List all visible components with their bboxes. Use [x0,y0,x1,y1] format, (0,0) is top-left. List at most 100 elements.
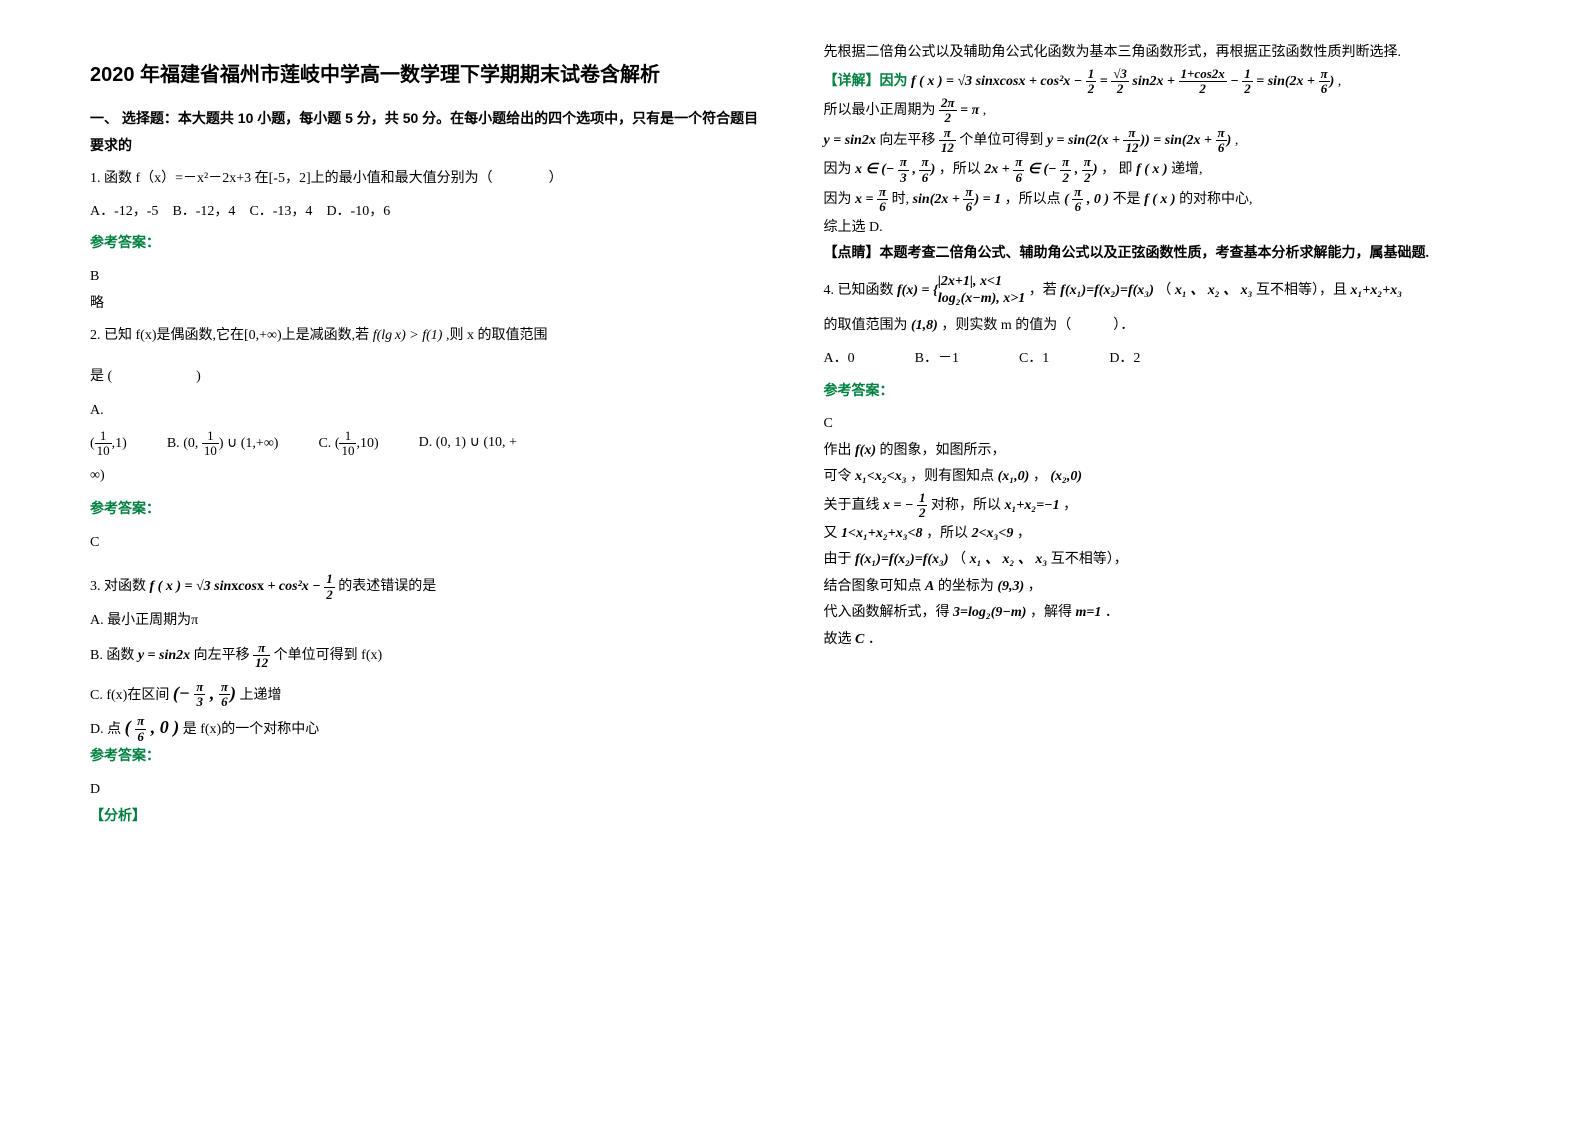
q3-sym: 因为 x = π6 时, sin(2x + π6) = 1 ，所以点 ( π6 … [824,185,1498,215]
q4-s8-b: ． [868,632,882,647]
q4-s2-b: ，则有图知点 [910,469,994,484]
q3-optc-interval: (− π3 , π6) [173,683,236,703]
q4-s4-b: ，所以 [926,526,968,541]
q4-s1: 作出 f(x) 的图象，如图所示， [824,438,1498,465]
q4-s1-fx: f(x) [855,443,876,458]
q3-stem-b: 的表述错误的是 [338,579,436,594]
page: 2020 年福建省福州市莲岐中学高一数学理下学期期末试卷含解析 一、 选择题：本… [0,0,1587,1122]
q4-opt-a: A．0 [824,346,855,373]
q4-s2-c: ， [1033,469,1047,484]
q4-s1-b: 的图象，如图所示， [880,443,1006,458]
q4-line2-b: ，则实数 m 的值为（ ）． [941,318,1134,333]
q4-s3-b: 对称，所以 [931,498,1001,513]
q2-opt-c: C. (110,10) [318,429,378,459]
q4-stem: 4. 已知函数 f(x) = { |2x+1|, x<1log₂(x−m), x… [824,274,1498,308]
q4-s2-pt2: (x₂,0) [1050,469,1082,484]
q3-opt-a: A. 最小正周期为π [90,608,764,635]
q3-inc-a: 因为 [824,162,852,177]
q4-vars: x₁ 、 x₂ 、 x₃ [1175,283,1253,298]
q3-optb-func: y = sin2x [138,648,194,663]
q3-sym-fx: f ( x ) [1144,192,1176,207]
q1-opt-a: A．-12，-5 [90,204,158,219]
exam-title: 2020 年福建省福州市莲岐中学高一数学理下学期期末试卷含解析 [90,60,764,90]
q2-opt-d2: ∞) [90,463,764,490]
q4-s2-a: 可令 [824,469,852,484]
q2-opt-d: D. (0, 1) ∪ (10, + [419,430,517,457]
q3-stem-a: 3. 对函数 [90,579,146,594]
q3-detail-expr: f ( x ) = √3 sinxcosx + cos²x − 12 = √32… [911,74,1338,89]
q3-sym-val: sin(2x + π6) = 1 [913,192,1002,207]
q2-optb-label: B. [167,436,180,451]
q4-options: A．0 B．－1 C．1 D．2 [824,346,1498,373]
q4-s1-a: 作出 [824,443,852,458]
q2-opt-a-label: A. [90,398,764,425]
q2-cond: f(lg x) > f(1) [373,328,443,343]
q4-s8-a: 故选 [824,632,852,647]
q3-optd-a: D. 点 [90,722,121,737]
section-heading: 一、 选择题：本大题共 10 小题，每小题 5 分，共 50 分。在每小题给出的… [90,105,764,158]
answer-label: 参考答案： [90,744,764,771]
q4-opt-d: D．2 [1109,346,1140,373]
q3-optb-b: 向左平移 [194,648,250,663]
q2-opt-b: B. (0, 110) ∪ (1,+∞) [167,429,279,459]
q3-sym-x: x = π6 [855,192,888,207]
q3-inc-2x: 2x + π6 ∈ (− π2 , π2) [984,162,1097,177]
q3-inc: 因为 x ∈ (− π3 , π6) ，所以 2x + π6 ∈ (− π2 ,… [824,155,1498,185]
q4-s7-m: m=1 [1075,605,1101,620]
q3-sym-d: 不是 [1113,192,1141,207]
q3-opt-d: D. 点 ( π6 , 0 ) 是 f(x)的一个对称中心 [90,710,764,744]
q1-opt-c: C．-13，4 [249,204,312,219]
q3-opt-c: C. f(x)在区间 (− π3 , π6) 上递增 [90,676,764,710]
q2-optc-label: C. [318,436,331,451]
q3-opt-b: B. 函数 y = sin2x 向左平移 π12 个单位可得到 f(x) [90,641,764,671]
q3-conclude: 综上选 D. [824,215,1498,242]
q4-answer: C [824,411,1498,438]
q4-s5-a: 由于 [824,552,852,567]
q4-opt-c: C．1 [1019,346,1049,373]
q4-s3-a: 关于直线 [824,498,880,513]
left-column: 2020 年福建省福州市莲岐中学高一数学理下学期期末试卷含解析 一、 选择题：本… [60,40,794,1102]
q3-shift: y = sin2x 向左平移 π12 个单位可得到 y = sin(2(x + … [824,126,1498,156]
q4-s7-c: ． [1105,605,1119,620]
q3-inc-fx: f ( x ) [1136,162,1168,177]
q1-note: 略 [90,291,764,318]
q4-eq: f(x₁)=f(x₂)=f(x₃) [1060,283,1154,298]
q1-opt-d: D．-10，6 [326,204,390,219]
q3-analysis: 先根据二倍角公式以及辅助角公式化函数为基本三角函数形式，再根据正弦函数性质判断选… [824,40,1498,67]
q4-s3: 关于直线 x = − 12 对称，所以 x₁+x₂=−1 ， [824,491,1498,521]
q3-sym-c: ，所以点 [1005,192,1061,207]
q4-stem-b: ，若 [1029,283,1057,298]
q3-shift-a: 向左平移 [879,133,935,148]
q4-opt-b: B．－1 [915,346,959,373]
q4-s8-C: C [855,632,864,647]
q4-s6-b: 的坐标为 [938,579,994,594]
q3-sym-e: 的对称中心, [1179,192,1253,207]
q4-s3-c: ， [1063,498,1077,513]
q3-sym-b: 时, [892,192,910,207]
q4-s3-sum: x₁+x₂=−1 [1004,498,1059,513]
q2-stem-b: ,则 x 的取值范围 [446,328,548,343]
detail-label: 【详解】因为 [824,74,908,89]
q4-s7-b: ，解得 [1030,605,1072,620]
q3-optc-b: 上递增 [239,688,281,703]
q4-stem-c: （ [1157,283,1171,298]
q1-stem: 1. 函数 f（x）=－x²－2x+3 在[-5，2]上的最小值和最大值分别为（… [90,166,764,193]
q4-s5: 由于 f(x₁)=f(x₂)=f(x₃) （ x₁ 、 x₂ 、 x₃ 互不相等… [824,547,1498,574]
q4-stem-a: 4. 已知函数 [824,283,894,298]
q3-shift-b: 个单位可得到 [959,133,1043,148]
q3-period-expr: 2π2 = π [939,103,979,118]
q3-answer: D [90,777,764,804]
q4-s6-pt: (9,3) [997,579,1024,594]
q4-s8: 故选 C ． [824,627,1498,654]
right-column: 先根据二倍角公式以及辅助角公式化函数为基本三角函数形式，再根据正弦函数性质判断选… [794,40,1528,1102]
answer-label: 参考答案： [90,497,764,524]
q3-inc-d: 递增, [1171,162,1203,177]
q2-options-row: (110,1) B. (0, 110) ∪ (1,+∞) C. (110,10)… [90,429,764,459]
q4-s5-c: 互不相等）， [1051,552,1128,567]
q3-optb-a: B. 函数 [90,648,134,663]
q3-shift-result: y = sin(2(x + π12)) = sin(2x + π6) [1047,133,1235,148]
q3-shift-y: y = sin2x [824,133,876,148]
q4-s6: 结合图象可知点 A 的坐标为 (9,3) ， [824,574,1498,601]
q1-opt-b: B．-12，4 [172,204,235,219]
q4-s2-ineq: x₁<x₂<x₃ [855,469,907,484]
